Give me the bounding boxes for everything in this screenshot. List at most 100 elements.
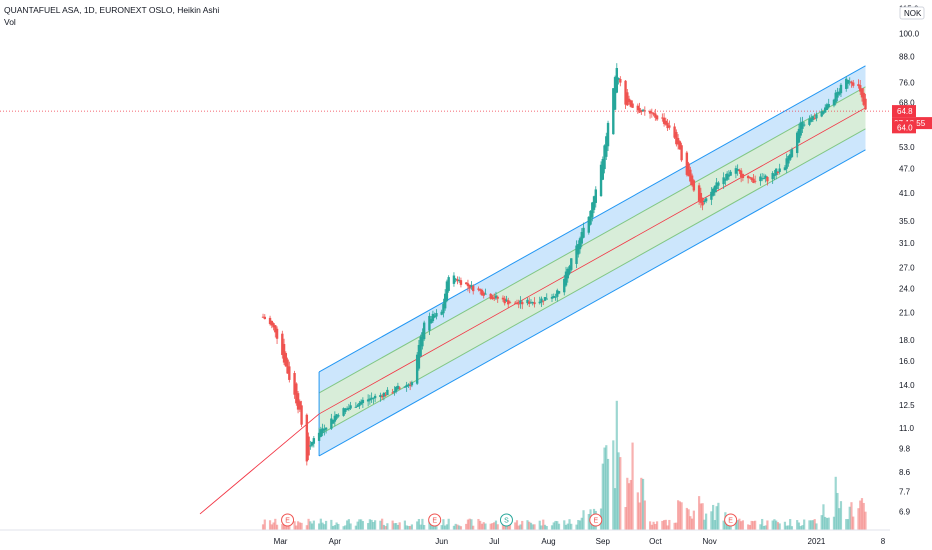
candle-body [715, 182, 718, 190]
volume-bar [274, 518, 277, 530]
time-tick-label: 8 [881, 537, 886, 546]
candle-body [368, 398, 372, 401]
candle-body [820, 111, 823, 117]
candle-body [410, 382, 414, 386]
price-axis[interactable]: 6.9 7.7 8.6 9.8 11.0 12.5 14.0 16.0 18.0 21.0 24.0… [899, 5, 925, 517]
volume-bar [533, 524, 536, 530]
price-tick-label: 88.0 [899, 52, 915, 61]
candle-body [538, 301, 541, 304]
currency-label[interactable]: NOK [904, 9, 922, 18]
candle-body [356, 405, 359, 407]
price-tick-label: 53.0 [899, 143, 915, 152]
earnings-event-marker[interactable]: E [428, 513, 442, 527]
candle-body [641, 109, 645, 112]
candle-body [638, 107, 641, 113]
candle-body [788, 154, 792, 160]
candle-body [464, 282, 468, 285]
volume-bar [268, 520, 272, 530]
time-tick-label: Jun [435, 537, 448, 546]
volume-bar [626, 477, 629, 530]
time-axis[interactable]: Mar Apr Jun Jul Aug Sep Oct Nov 2021 8 [0, 529, 890, 546]
candle-body [592, 196, 596, 210]
volume-bar [309, 521, 312, 530]
volume-bar [736, 520, 739, 530]
volume-bar [395, 523, 398, 530]
volume-bar [761, 518, 764, 530]
volume-bar [741, 520, 744, 530]
candle-body [717, 182, 720, 186]
volume-bar [344, 525, 347, 530]
price-tick-label: 9.8 [899, 445, 911, 454]
candle-body [479, 289, 482, 291]
symbol-title[interactable]: QUANTAFUEL ASA, 1D, EURONEXT OSLO, Heiki… [4, 5, 220, 15]
volume-label[interactable]: Vol [4, 17, 16, 27]
candle-body [729, 171, 732, 176]
candle-body [447, 277, 450, 291]
price-tick-label: 11.0 [899, 424, 915, 433]
candle-body [666, 122, 669, 129]
candle-body [797, 128, 801, 143]
volume-bar [529, 522, 533, 530]
candle-body [333, 415, 337, 422]
candle-body [599, 164, 603, 197]
earnings-event-marker[interactable]: E [724, 513, 738, 527]
volume-bar [515, 520, 519, 530]
volume-bar [374, 520, 377, 530]
candle-body [309, 445, 312, 447]
volume-bar [797, 522, 801, 530]
time-tick-label: Apr [329, 537, 342, 546]
volume-bar [403, 520, 406, 530]
candle-body [815, 114, 818, 119]
candle-body [489, 293, 492, 299]
volume-bar [409, 525, 412, 530]
volume-bar [333, 525, 336, 530]
candle-body [692, 180, 696, 191]
candle-body [655, 115, 659, 120]
volume-bar [803, 519, 806, 530]
volume-bar [698, 496, 701, 530]
volume-bar [370, 519, 373, 530]
volume-bar [396, 524, 399, 530]
candle-body [564, 271, 568, 286]
volume-bar [480, 523, 484, 530]
volume-bar [699, 503, 702, 530]
candle-body [783, 167, 787, 171]
volume-bar [734, 521, 737, 530]
volume-bar [468, 518, 471, 530]
volume-bar [727, 525, 730, 530]
earnings-event-marker[interactable]: E [281, 513, 295, 527]
volume-bar [454, 523, 457, 530]
volume-bar [813, 519, 816, 530]
candle-body [386, 389, 389, 395]
candle-body [862, 92, 865, 105]
price-tick-label: 68.0 [899, 98, 915, 107]
volume-bar [347, 519, 350, 530]
volume-bar [652, 521, 655, 530]
candle-body [470, 285, 473, 287]
volume-bar [568, 519, 571, 530]
candle-body [722, 177, 725, 185]
volume-bar [305, 525, 308, 530]
volume-bar [335, 522, 338, 530]
candle-body [675, 132, 678, 145]
volume-bar [384, 526, 387, 530]
volume-bar [662, 520, 666, 530]
volume-bar [330, 519, 333, 530]
candle-body [822, 111, 825, 114]
volume-bar [787, 525, 790, 530]
candle-body [601, 159, 604, 180]
candle-body [612, 88, 615, 135]
time-tick-label: Mar [274, 537, 288, 546]
candle-body [813, 118, 816, 120]
split-event-marker[interactable]: S [499, 513, 513, 527]
earnings-event-marker[interactable]: E [589, 513, 603, 527]
volume-bar [514, 522, 517, 530]
time-tick-label: Jul [489, 537, 499, 546]
volume-bar [552, 522, 555, 530]
candle-body [739, 170, 743, 178]
volume-bar [410, 524, 414, 530]
volume-bar [556, 521, 559, 530]
candle-body [372, 397, 375, 399]
